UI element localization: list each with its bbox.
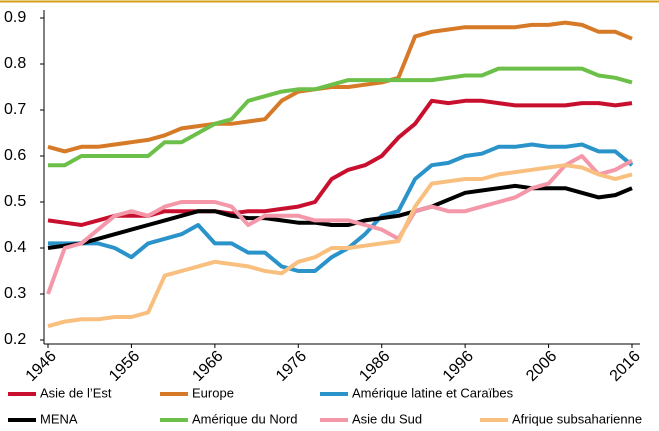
series-line [46, 154, 633, 295]
y-tick-label: 0.6 [4, 147, 26, 164]
x-tick-label: 2016 [607, 348, 644, 385]
y-tick-label: 0.7 [4, 101, 26, 118]
legend-label: Amérique du Nord [192, 411, 298, 426]
y-tick-label: 0.3 [4, 285, 26, 302]
legend-label: Asie du Sud [352, 411, 422, 426]
series-line [48, 142, 634, 273]
x-tick-label: 2006 [523, 348, 560, 385]
y-tick-label: 0.9 [4, 9, 26, 26]
legend-label: Afrique subsaharienne [512, 411, 642, 426]
series-line [47, 20, 633, 154]
legend-label: Europe [192, 385, 234, 400]
x-tick-label: 1946 [23, 348, 60, 385]
x-tick-label: 1986 [356, 348, 393, 385]
y-tick-label: 0.2 [4, 331, 26, 348]
series-line [47, 163, 633, 329]
series-line [48, 66, 633, 168]
y-tick-label: 0.8 [4, 55, 26, 72]
legend-label: Amérique latine et Caraïbes [352, 385, 514, 400]
legend-label: Asie de l’Est [40, 385, 112, 400]
series-line [47, 98, 633, 227]
y-tick-label: 0.4 [4, 239, 26, 256]
y-tick-label: 0.5 [4, 193, 26, 210]
legend-label: MENA [40, 411, 78, 426]
x-tick-label: 1996 [440, 348, 477, 385]
x-tick-label: 1966 [189, 348, 226, 385]
x-tick-label: 1976 [273, 348, 310, 385]
x-tick-label: 1956 [106, 348, 143, 385]
